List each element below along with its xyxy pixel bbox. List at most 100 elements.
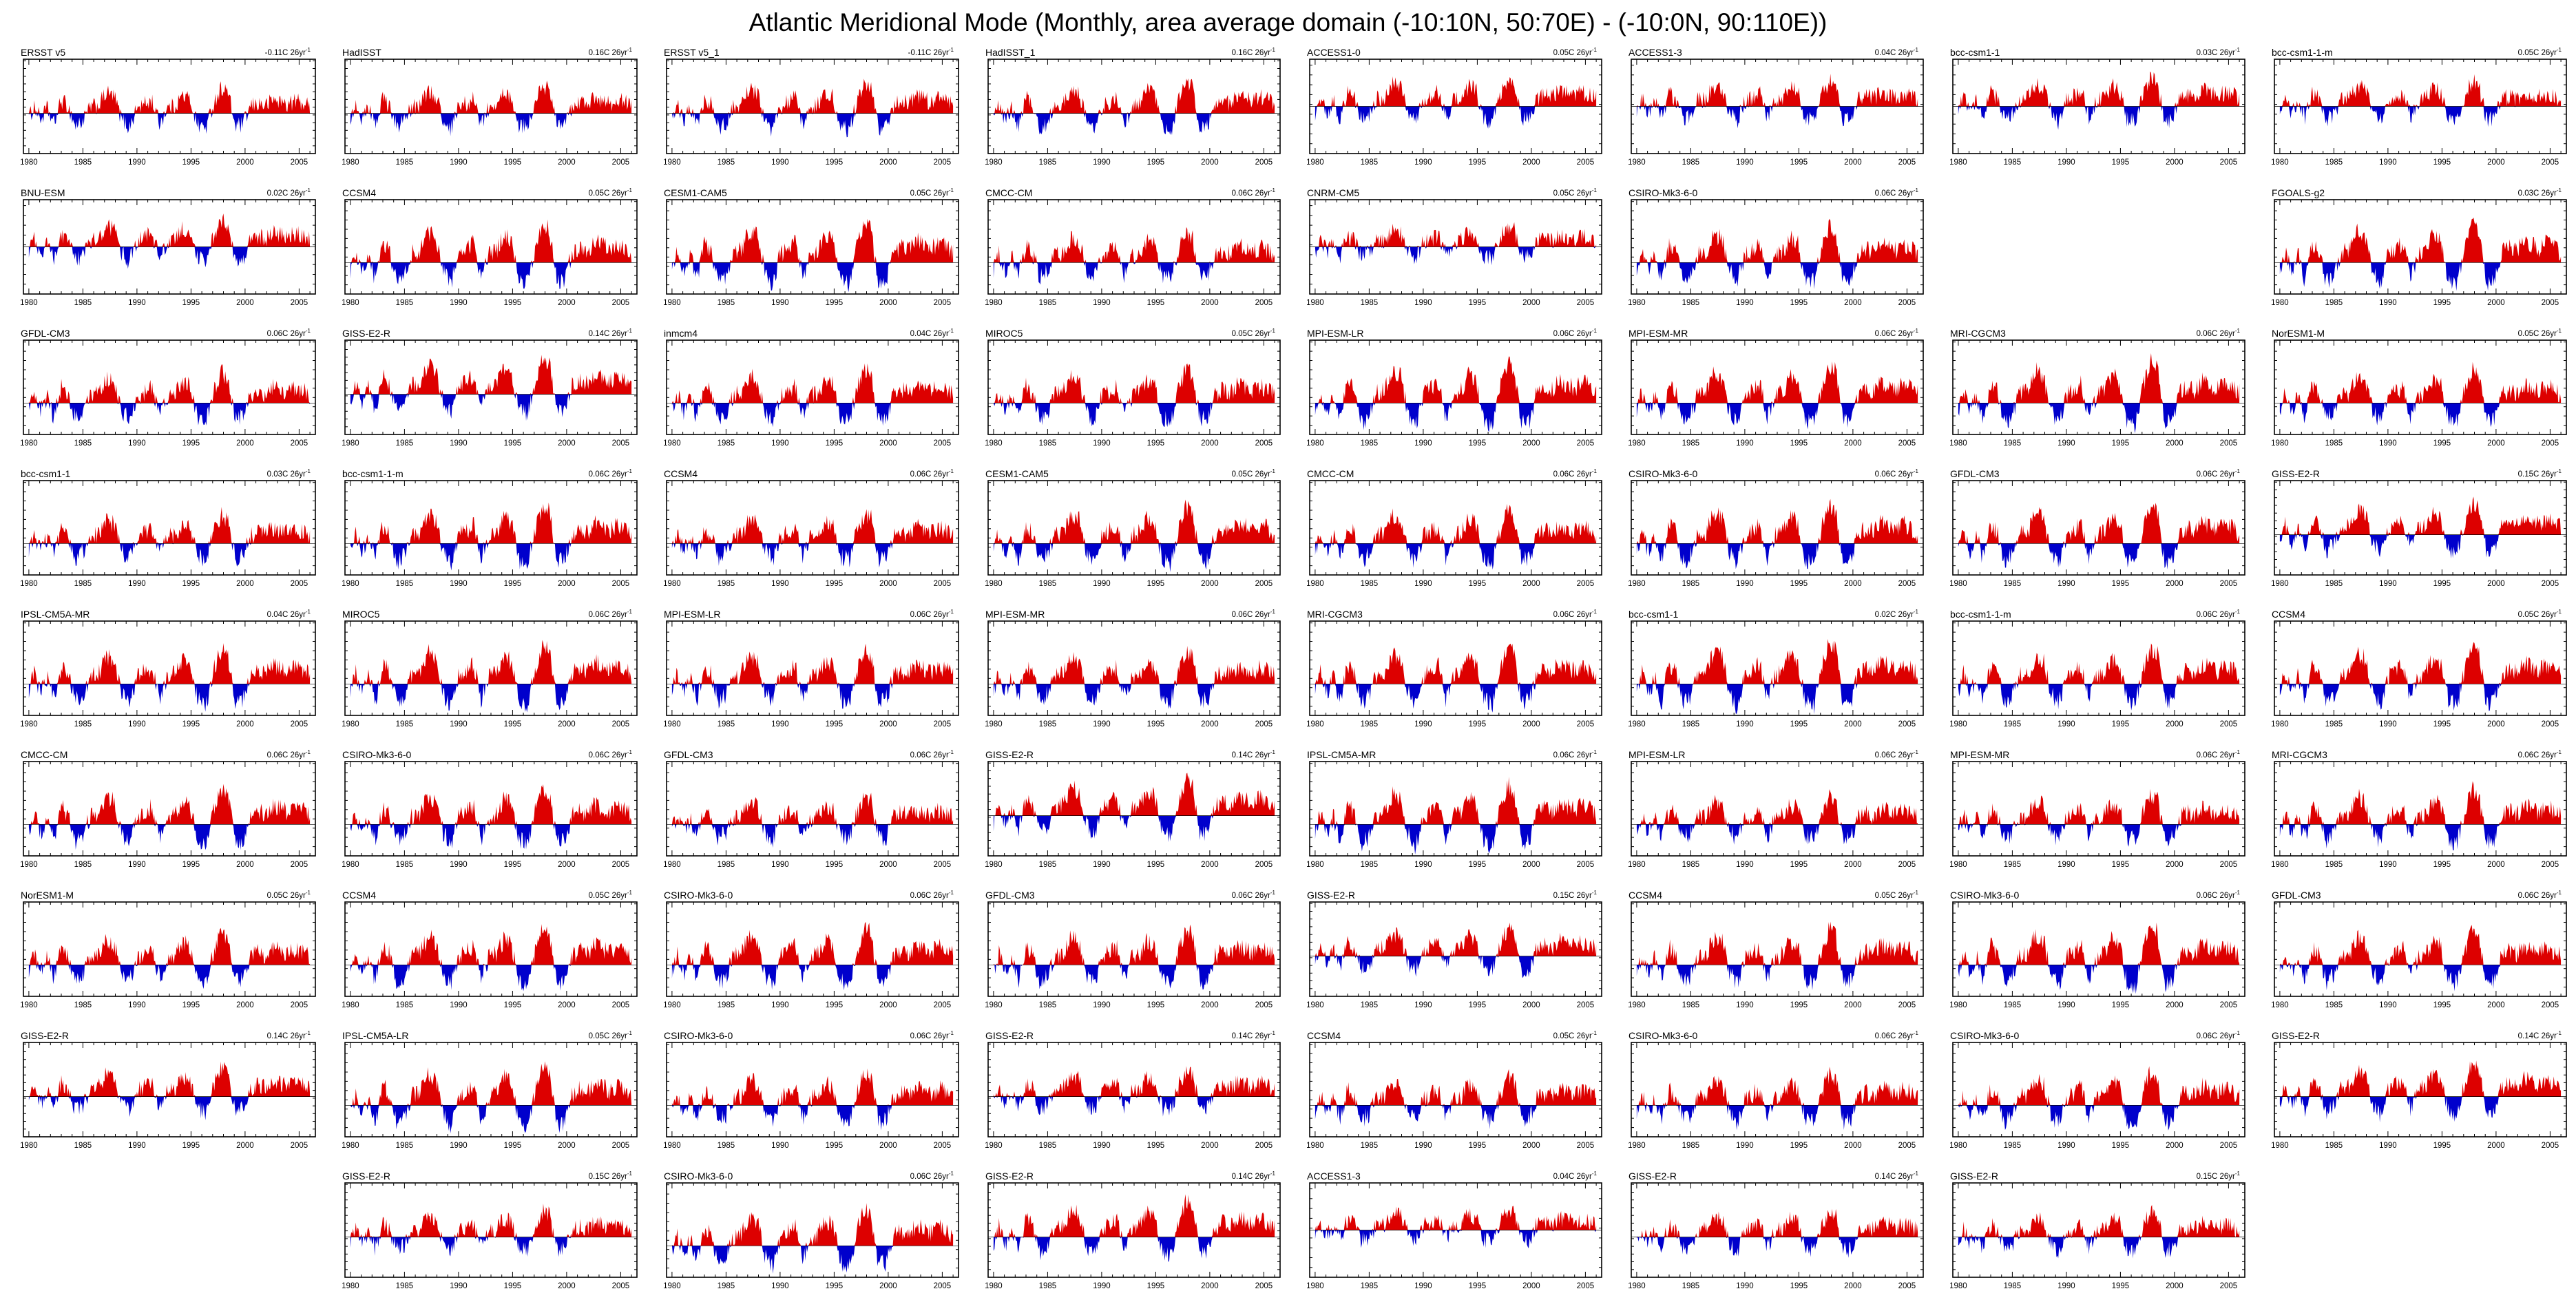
svg-text:2000: 2000 — [1844, 580, 1862, 588]
panel-cell: MRI-CGCM3 0.06C 26yr-1 1980 1985 1990 1995 2… — [1286, 606, 1608, 746]
model-panel: bcc-csm1-1 0.03C 26yr-1 1980 1985 1990 1995… — [1929, 44, 2251, 185]
svg-text:1980: 1980 — [663, 439, 681, 448]
panel-plot: 1980 1985 1990 1995 2000 2005 — [965, 1040, 1286, 1166]
model-label: ERSST v5 — [21, 47, 66, 58]
panel-cell: GISS-E2-R 0.14C 26yr-1 1980 1985 1990 1995 2… — [965, 746, 1286, 887]
svg-text:1990: 1990 — [450, 580, 468, 588]
panel-plot: 1980 1985 1990 1995 2000 2005 — [1929, 759, 2251, 885]
panel-header: HadISST 0.16C 26yr-1 — [322, 44, 643, 57]
panel-cell: CSIRO-Mk3-6-0 0.06C 26yr-1 1980 1985 1990 1… — [643, 1168, 965, 1308]
panel-cell: bcc-csm1-1 0.03C 26yr-1 1980 1985 1990 1995… — [1929, 44, 2251, 185]
panel-cell: CSIRO-Mk3-6-0 0.06C 26yr-1 1980 1985 1990 1… — [322, 746, 643, 887]
svg-text:2005: 2005 — [2542, 580, 2559, 588]
svg-text:1980: 1980 — [1306, 1001, 1324, 1009]
svg-text:2000: 2000 — [879, 720, 897, 728]
panel-header: IPSL-CM5A-MR 0.06C 26yr-1 — [1286, 746, 1608, 759]
panel-header: CSIRO-Mk3-6-0 0.06C 26yr-1 — [1608, 465, 1929, 479]
model-panel: GISS-E2-R 0.14C 26yr-1 1980 1985 1990 1995 2… — [1608, 1168, 1929, 1308]
svg-text:2005: 2005 — [612, 158, 630, 167]
svg-text:2005: 2005 — [2542, 158, 2559, 167]
panel-header: CSIRO-Mk3-6-0 0.06C 26yr-1 — [1608, 185, 1929, 198]
svg-text:2005: 2005 — [1577, 580, 1595, 588]
svg-text:1985: 1985 — [2004, 720, 2022, 728]
panel-header: CMCC-CM 0.06C 26yr-1 — [965, 185, 1286, 198]
svg-text:1985: 1985 — [396, 439, 414, 448]
panel-header: MRI-CGCM3 0.06C 26yr-1 — [1929, 325, 2251, 338]
svg-text:2005: 2005 — [934, 720, 952, 728]
panel-header: GISS-E2-R 0.14C 26yr-1 — [0, 1027, 322, 1040]
trend-label: 0.05C 26yr-1 — [1553, 47, 1597, 57]
svg-text:2000: 2000 — [1522, 720, 1540, 728]
panel-header: ERSST v5 -0.11C 26yr-1 — [0, 44, 322, 57]
svg-text:1990: 1990 — [2379, 720, 2397, 728]
panel-header: GISS-E2-R 0.14C 26yr-1 — [965, 1168, 1286, 1181]
model-label: HadISST — [342, 47, 381, 58]
svg-text:1995: 1995 — [182, 439, 200, 448]
model-panel: CSIRO-Mk3-6-0 0.06C 26yr-1 1980 1985 1990 1… — [322, 746, 643, 887]
panel-plot: 1980 1985 1990 1995 2000 2005 — [1608, 198, 1929, 324]
panel-header: GFDL-CM3 0.06C 26yr-1 — [965, 887, 1286, 900]
svg-text:1990: 1990 — [771, 158, 789, 167]
svg-text:1985: 1985 — [2004, 439, 2022, 448]
panel-header: GFDL-CM3 0.06C 26yr-1 — [643, 746, 965, 759]
svg-text:1985: 1985 — [1361, 580, 1379, 588]
panel-header: MIROC5 0.06C 26yr-1 — [322, 606, 643, 619]
svg-text:1995: 1995 — [1469, 580, 1487, 588]
svg-text:1995: 1995 — [1469, 861, 1487, 869]
svg-text:1990: 1990 — [1093, 1001, 1111, 1009]
svg-text:2000: 2000 — [558, 1001, 576, 1009]
svg-text:2000: 2000 — [1201, 861, 1219, 869]
panel-cell: MPI-ESM-LR 0.06C 26yr-1 1980 1985 1990 1995… — [643, 606, 965, 746]
panel-header: CSIRO-Mk3-6-0 0.06C 26yr-1 — [643, 1168, 965, 1181]
svg-text:1990: 1990 — [450, 439, 468, 448]
svg-text:1990: 1990 — [450, 861, 468, 869]
panel-header: CESM1-CAM5 0.05C 26yr-1 — [643, 185, 965, 198]
svg-text:1980: 1980 — [2271, 1001, 2289, 1009]
model-panel: CMCC-CM 0.06C 26yr-1 1980 1985 1990 1995 200… — [965, 185, 1286, 325]
svg-text:1990: 1990 — [1093, 439, 1111, 448]
panel-cell: GISS-E2-R 0.14C 26yr-1 1980 1985 1990 1995 2… — [965, 1027, 1286, 1168]
svg-text:1985: 1985 — [2325, 861, 2343, 869]
panel-header: CMCC-CM 0.06C 26yr-1 — [0, 746, 322, 759]
svg-text:1995: 1995 — [826, 580, 844, 588]
panel-header: GISS-E2-R 0.15C 26yr-1 — [1929, 1168, 2251, 1181]
svg-text:1990: 1990 — [1414, 299, 1432, 307]
trend-label: 0.05C 26yr-1 — [1231, 468, 1275, 479]
svg-text:2005: 2005 — [1577, 299, 1595, 307]
panel-header: GFDL-CM3 0.06C 26yr-1 — [1929, 465, 2251, 479]
svg-text:1985: 1985 — [718, 580, 735, 588]
trend-label: 0.06C 26yr-1 — [1553, 749, 1597, 759]
svg-text:2005: 2005 — [2220, 1001, 2238, 1009]
model-panel: CCSM4 0.05C 26yr-1 1980 1985 1990 1995 2000 2… — [1286, 1027, 1608, 1168]
svg-text:2000: 2000 — [236, 158, 254, 167]
model-panel: CCSM4 0.05C 26yr-1 1980 1985 1990 1995 2000 2… — [2251, 606, 2573, 746]
model-panel: GFDL-CM3 0.06C 26yr-1 1980 1985 1990 1995 20… — [2251, 887, 2573, 1027]
trend-label: 0.14C 26yr-1 — [588, 328, 632, 338]
svg-text:1985: 1985 — [718, 299, 735, 307]
svg-text:1995: 1995 — [1790, 439, 1808, 448]
model-label: CNRM-CM5 — [1307, 187, 1360, 198]
svg-text:1995: 1995 — [2112, 861, 2130, 869]
panel-cell: CMCC-CM 0.06C 26yr-1 1980 1985 1990 1995 200… — [0, 746, 322, 887]
svg-text:1985: 1985 — [396, 299, 414, 307]
panel-header: bcc-csm1-1 0.02C 26yr-1 — [1608, 606, 1929, 619]
trend-label: 0.06C 26yr-1 — [1231, 609, 1275, 619]
model-panel: CCSM4 0.05C 26yr-1 1980 1985 1990 1995 2000 2… — [322, 887, 643, 1027]
svg-text:1985: 1985 — [1361, 158, 1379, 167]
svg-text:1980: 1980 — [1949, 580, 1967, 588]
svg-text:1995: 1995 — [504, 861, 522, 869]
svg-text:2000: 2000 — [558, 861, 576, 869]
svg-text:2005: 2005 — [1577, 158, 1595, 167]
panel-cell: GISS-E2-R 0.15C 26yr-1 1980 1985 1990 1995 2… — [2251, 465, 2573, 606]
model-label: GISS-E2-R — [1629, 1171, 1677, 1182]
panel-plot: 1980 1985 1990 1995 2000 2005 — [1608, 619, 1929, 745]
svg-text:1995: 1995 — [2112, 1001, 2130, 1009]
svg-text:1980: 1980 — [1628, 439, 1646, 448]
svg-text:1985: 1985 — [74, 861, 92, 869]
panel-plot: 1980 1985 1990 1995 2000 2005 — [322, 198, 643, 324]
model-label: GISS-E2-R — [342, 1171, 391, 1182]
svg-text:1980: 1980 — [342, 720, 359, 728]
trend-label: 0.03C 26yr-1 — [2517, 187, 2562, 198]
panel-plot: 1980 1985 1990 1995 2000 2005 — [1286, 57, 1608, 183]
model-label: CSIRO-Mk3-6-0 — [664, 890, 733, 901]
